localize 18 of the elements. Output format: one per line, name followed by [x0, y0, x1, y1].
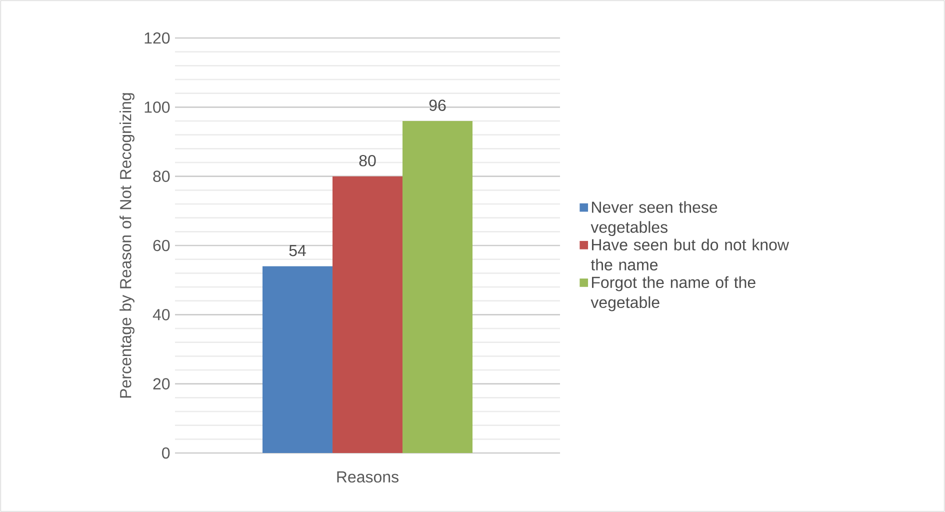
y-tick-label: 120 [144, 32, 170, 44]
legend-label: Have seen but do not know the name [590, 238, 790, 270]
data-label: 54 [289, 245, 306, 256]
y-tick-label: 60 [153, 240, 170, 252]
data-label: 80 [359, 154, 376, 166]
y-tick-label: 20 [153, 378, 170, 390]
y-tick-label: 0 [162, 447, 170, 459]
bar [402, 120, 473, 453]
bar [332, 176, 403, 453]
x-tick-label: Reasons [337, 471, 398, 483]
y-tick-label: 80 [153, 170, 170, 182]
y-tick-label: 100 [144, 102, 170, 113]
data-label: 96 [429, 100, 446, 111]
legend-label: Forgot the name of the vegetable [590, 276, 756, 312]
legend-label: Never seen these vegetables [590, 201, 718, 236]
y-axis-title: Percentage by Reason of Not Recognizing [120, 93, 134, 398]
y-tick-label: 40 [152, 309, 170, 320]
bar [262, 266, 333, 453]
